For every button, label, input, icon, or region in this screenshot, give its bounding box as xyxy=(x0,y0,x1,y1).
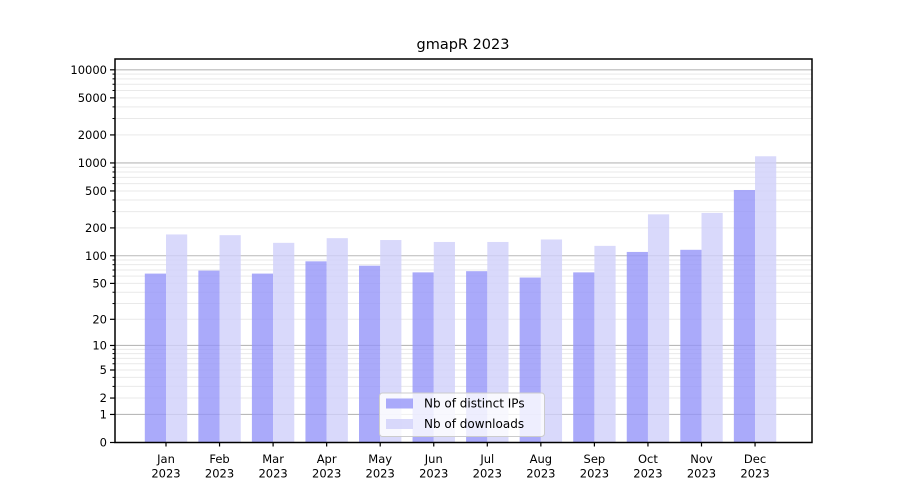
axis-tick-labels: 012510205010020050010002000500010000Jan2… xyxy=(70,63,769,481)
plot-frame xyxy=(114,58,813,444)
bar-oct-downloads xyxy=(647,214,670,443)
bar-jan-downloads xyxy=(166,234,188,443)
y-tick-label: 50 xyxy=(92,276,107,290)
legend-label-downloads: Nb of downloads xyxy=(424,417,524,431)
bar-jan-distinct-ips xyxy=(144,273,166,443)
bar-apr-distinct-ips xyxy=(305,261,327,443)
x-tick-label-year: 2023 xyxy=(312,467,341,481)
x-tick-label-year: 2023 xyxy=(687,467,716,481)
bar-dec-downloads xyxy=(755,156,777,443)
x-tick-label-month: May xyxy=(368,452,392,466)
bar-apr-downloads xyxy=(326,238,348,443)
bar-sep-downloads xyxy=(594,245,616,443)
bar-may-distinct-ips xyxy=(359,265,381,443)
x-tick-label-year: 2023 xyxy=(258,467,287,481)
x-tick-label-month: Nov xyxy=(690,452,713,466)
y-tick-label: 0 xyxy=(100,436,107,450)
bar-may-downloads xyxy=(380,240,402,443)
bar-feb-downloads xyxy=(219,235,241,443)
x-tick-label-month: Oct xyxy=(638,452,658,466)
bar-mar-distinct-ips xyxy=(251,273,274,443)
y-tick-label: 10 xyxy=(92,338,107,352)
x-tick-label-year: 2023 xyxy=(205,467,234,481)
bars xyxy=(144,156,777,443)
y-tick-label: 1 xyxy=(100,407,107,421)
x-tick-label-month: Mar xyxy=(262,452,284,466)
y-tick-label: 20 xyxy=(92,312,107,326)
bar-nov-distinct-ips xyxy=(680,249,702,443)
y-tick-label: 100 xyxy=(85,249,107,263)
axis-ticks xyxy=(110,69,756,447)
x-tick-label-month: Aug xyxy=(530,452,552,466)
bar-dec-distinct-ips xyxy=(733,189,756,443)
y-tick-label: 2000 xyxy=(78,128,107,142)
bar-jul-downloads xyxy=(487,241,509,443)
x-tick-label-month: Jun xyxy=(424,452,443,466)
x-tick-label-month: Dec xyxy=(744,452,766,466)
y-tick-label: 5 xyxy=(100,363,107,377)
y-tick-label: 2 xyxy=(100,391,107,405)
legend-swatch-downloads-icon xyxy=(386,419,413,429)
x-tick-label-year: 2023 xyxy=(473,467,502,481)
x-tick-label-month: Jan xyxy=(156,452,175,466)
legend: Nb of distinct IPs Nb of downloads xyxy=(379,392,545,437)
x-tick-label-month: Apr xyxy=(317,452,337,466)
legend-label-distinct-ips: Nb of distinct IPs xyxy=(424,397,525,411)
bar-sep-distinct-ips xyxy=(573,272,595,443)
bar-aug-downloads xyxy=(540,239,563,443)
x-tick-label-year: 2023 xyxy=(633,467,662,481)
y-tick-label: 5000 xyxy=(78,91,107,105)
legend-box xyxy=(379,392,545,437)
x-tick-label-month: Sep xyxy=(584,452,606,466)
legend-swatch-distinct-ips-icon xyxy=(386,398,413,409)
x-tick-label-year: 2023 xyxy=(580,467,609,481)
bar-oct-distinct-ips xyxy=(626,251,648,443)
x-tick-label-year: 2023 xyxy=(526,467,555,481)
y-tick-label: 200 xyxy=(85,221,107,235)
y-tick-label: 10000 xyxy=(70,63,107,77)
x-tick-label-month: Jul xyxy=(479,452,494,466)
bar-jun-downloads xyxy=(433,241,455,443)
y-tick-label: 500 xyxy=(85,184,107,198)
x-tick-label-year: 2023 xyxy=(366,467,395,481)
bar-feb-distinct-ips xyxy=(198,270,220,443)
x-tick-label-year: 2023 xyxy=(151,467,180,481)
chart-title: gmapR 2023 xyxy=(416,37,509,53)
x-tick-label-year: 2023 xyxy=(740,467,769,481)
y-tick-label: 1000 xyxy=(78,156,107,170)
x-tick-label-year: 2023 xyxy=(419,467,448,481)
bar-nov-downloads xyxy=(701,212,723,443)
x-tick-label-month: Feb xyxy=(209,452,229,466)
bar-mar-downloads xyxy=(273,242,295,443)
